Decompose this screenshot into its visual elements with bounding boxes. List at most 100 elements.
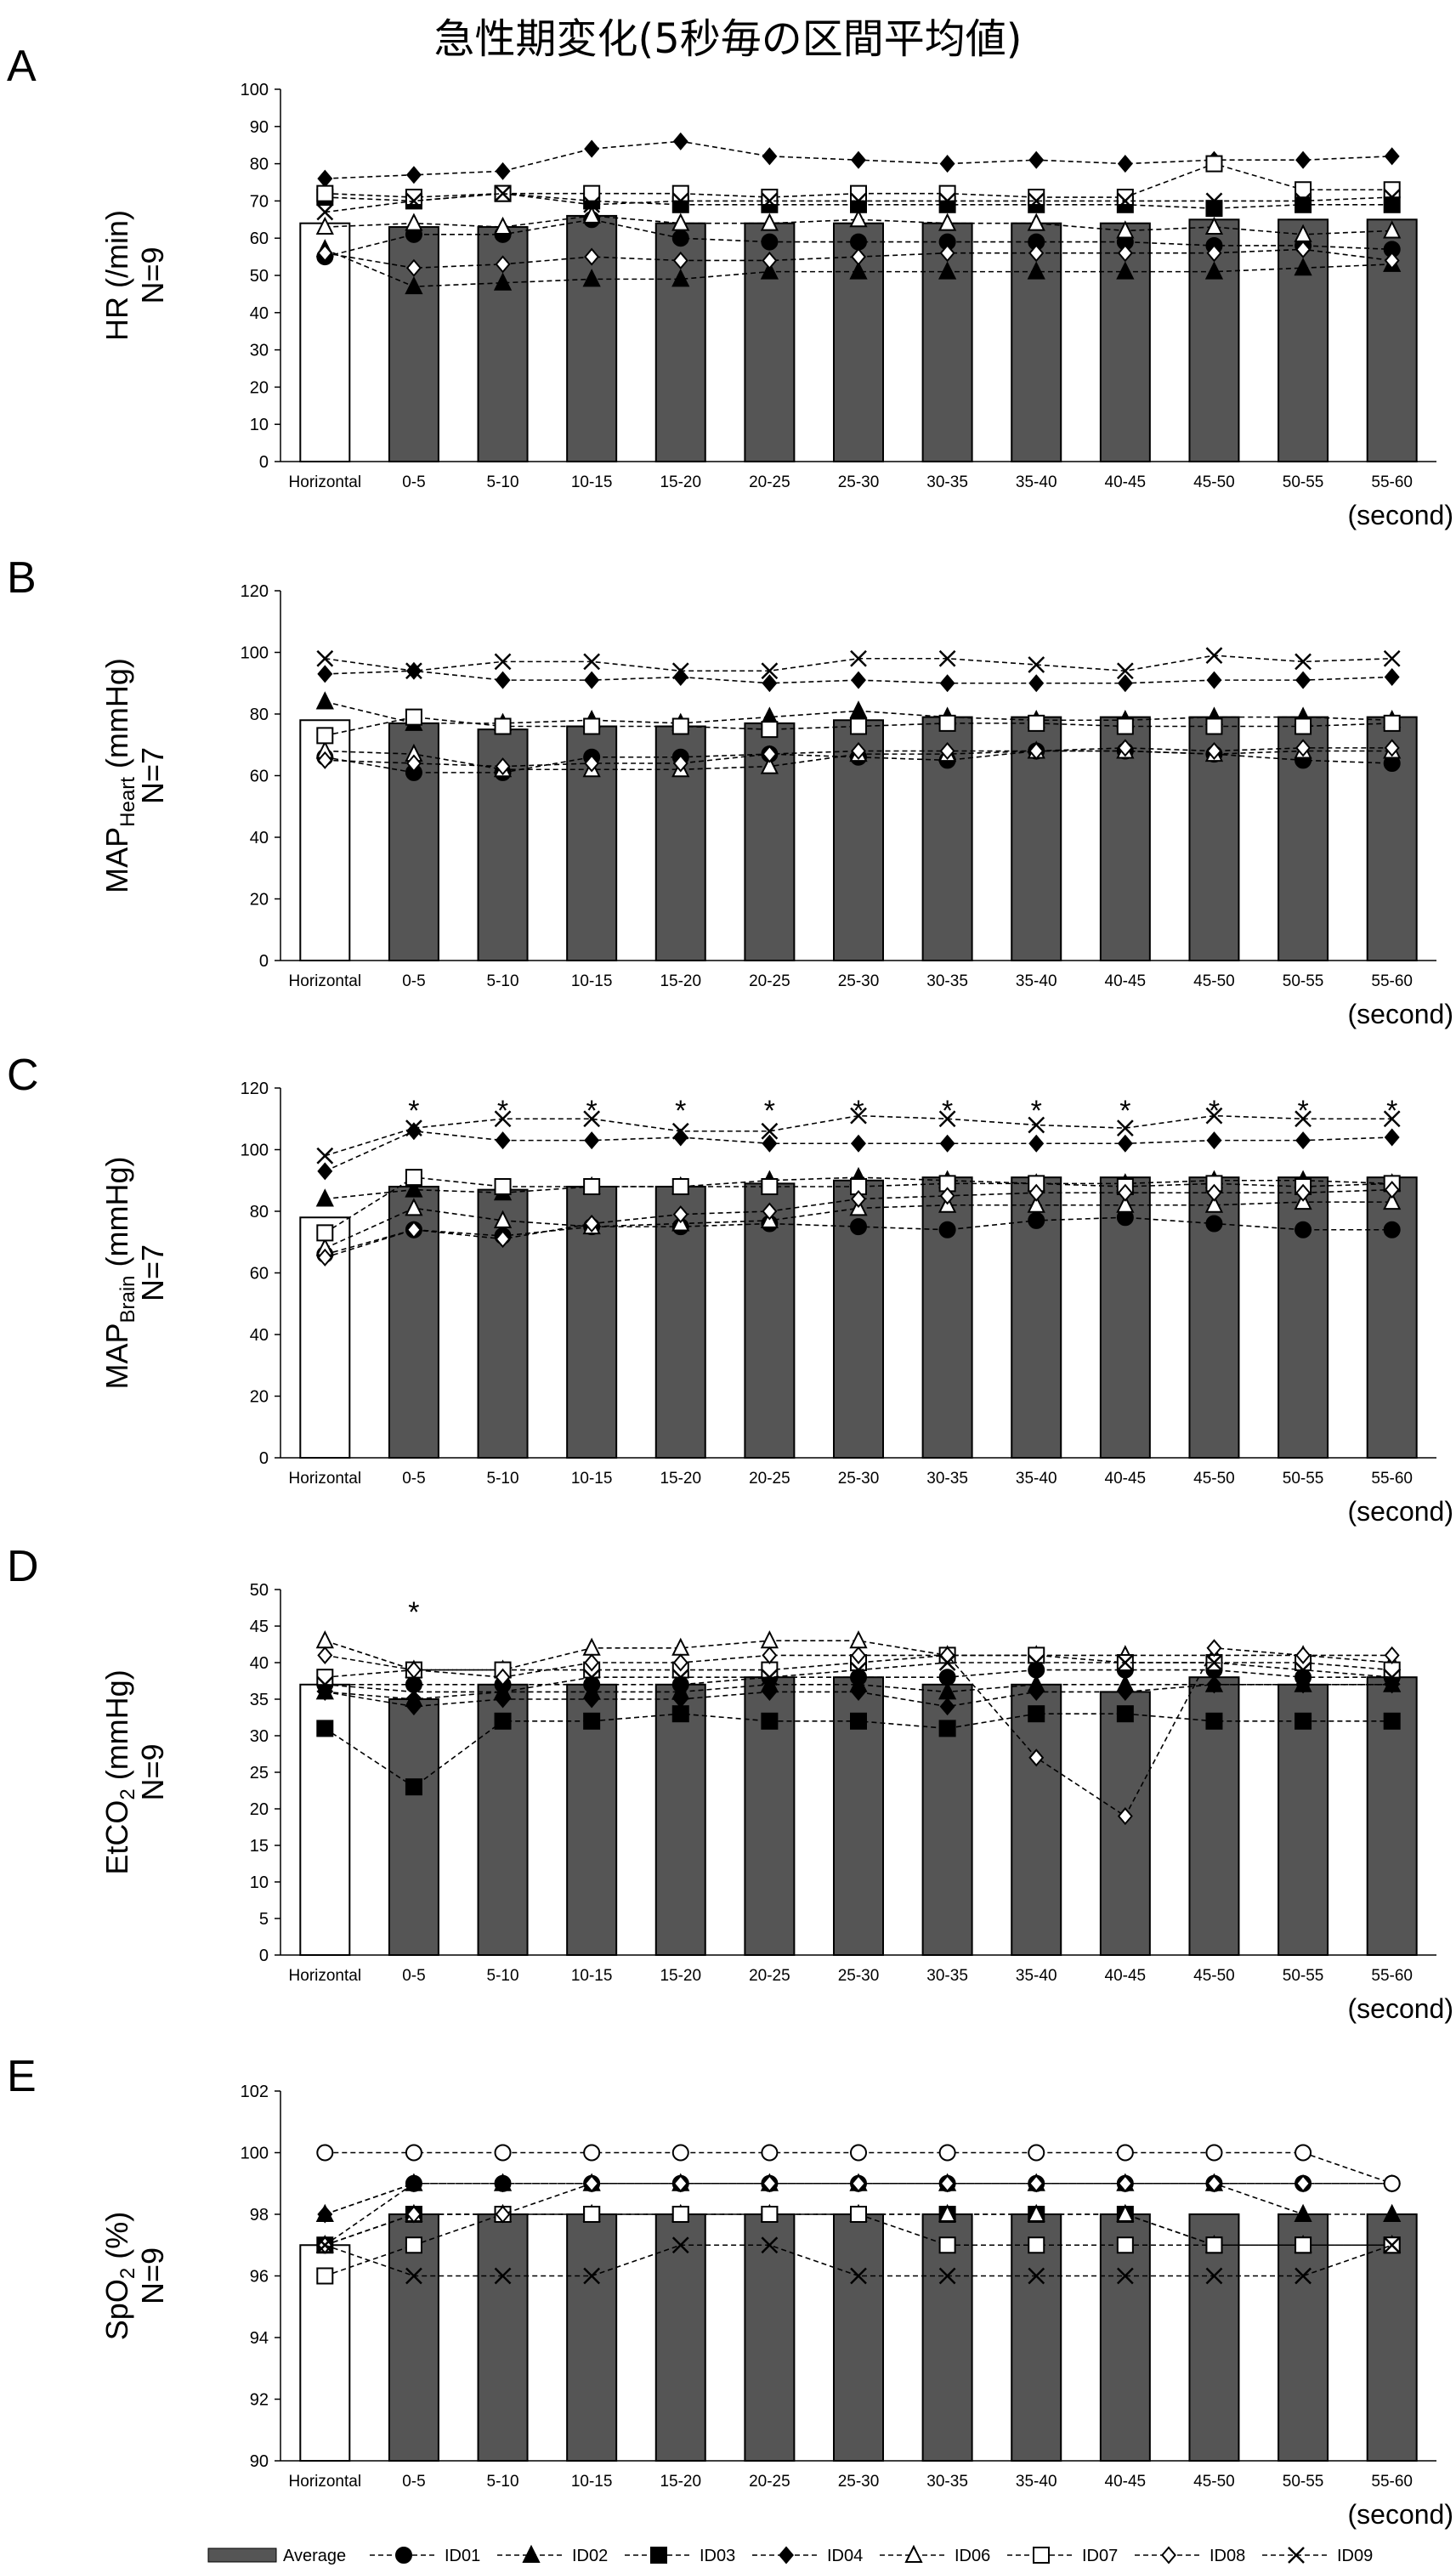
- point-ID09-Horizontal-b: [316, 649, 334, 667]
- point-ID08-35-40: [1028, 1748, 1045, 1767]
- point-ID09-40-45-b: [1116, 2267, 1134, 2285]
- point-ID09-45-50-b: [1205, 2267, 1223, 2285]
- panel-A: A 0 10 20 30 40 50 60 70 80 90 100 HR (/min) N=9 Horiz…: [7, 42, 1453, 530]
- x-tick-label: 25-30: [838, 1967, 880, 1985]
- point-ID07-50-55: [1295, 2236, 1312, 2254]
- legend-marker-ID01: [395, 2547, 412, 2564]
- point-ID06-0-5: [405, 1198, 423, 1216]
- y-axis-label: HR (/min): [99, 210, 134, 341]
- point-ID04-Horizontal: [317, 665, 333, 683]
- point-ID07-50-55: [1295, 181, 1312, 199]
- point-ID08-30-35: [939, 244, 955, 263]
- point-ID09-30-35-b: [938, 1110, 956, 1128]
- point-ID09-10-15-b: [583, 2267, 601, 2285]
- point-ID09-45-50-b: [1205, 1654, 1223, 1671]
- point-ID08-5-10: [495, 2205, 511, 2224]
- x-tick-label: 30-35: [926, 1470, 968, 1488]
- y-tick-label: 80: [250, 706, 269, 724]
- point-ID04-Horizontal: [317, 1162, 333, 1181]
- point-ID01 (open)-55-60: [1383, 2174, 1401, 2192]
- point-ID07-10-15: [583, 1178, 601, 1195]
- point-ID07-35-40: [1028, 714, 1045, 732]
- point-ID08-0-5: [405, 754, 422, 773]
- point-ID03-15-20: [671, 1705, 689, 1723]
- point-ID03-10-15: [583, 1712, 601, 1730]
- point-ID02-Horizontal: [315, 691, 334, 710]
- point-ID03-20-25: [761, 1712, 779, 1730]
- point-ID07-25-30: [850, 2206, 867, 2223]
- x-tick-label: 10-15: [571, 1470, 613, 1488]
- point-ID07-0-5: [405, 189, 422, 207]
- x-tick-label: 35-40: [1016, 1967, 1057, 1985]
- legend-label: ID07: [1082, 2547, 1118, 2565]
- point-ID08-45-50: [1206, 1639, 1222, 1658]
- y-tick-label: 92: [250, 2391, 269, 2410]
- point-ID09-35-40-b: [1028, 1116, 1045, 1134]
- point-ID09-5-10-b: [494, 184, 512, 202]
- point-ID03-55-60: [1383, 196, 1401, 213]
- point-ID06-35-40: [1027, 213, 1045, 231]
- x-tick-label: 45-50: [1193, 972, 1235, 990]
- point-ID09-20-25-b: [761, 2236, 779, 2254]
- y-tick-label: 102: [241, 2083, 269, 2101]
- x-tick-label: 5-10: [487, 1470, 519, 1488]
- n-label: N=9: [135, 247, 170, 303]
- bar-35-40: [1011, 1683, 1062, 1957]
- point-ID01 (open)-50-55: [1295, 2144, 1312, 2162]
- significance-mark: *: [1209, 1095, 1220, 1127]
- point-ID04-15-20: [672, 132, 688, 150]
- y-tick-label: 60: [250, 1265, 269, 1284]
- point-ID04-20-25: [762, 1134, 778, 1153]
- x-tick-label: 40-45: [1105, 972, 1147, 990]
- point-ID07-0-5: [405, 1169, 422, 1187]
- point-ID08-40-45: [1117, 244, 1133, 263]
- point-ID07-35-40: [1028, 1646, 1045, 1664]
- point-ID02-15-20: [671, 269, 690, 287]
- y-tick-label: 120: [241, 582, 269, 601]
- x-tick-label: 5-10: [487, 1967, 519, 1985]
- point-ID07-20-25: [761, 189, 779, 207]
- point-ID08-0-5: [405, 1221, 422, 1239]
- x-tick-label: 20-25: [749, 1967, 790, 1985]
- y-tick-label: 20: [250, 1800, 269, 1819]
- point-ID09-0-5-b: [405, 192, 422, 210]
- point-ID09-55-60-b: [1383, 1669, 1401, 1686]
- point-ID07-Horizontal: [316, 2267, 334, 2285]
- point-ID04-5-10: [495, 1131, 511, 1150]
- x-tick-label: 35-40: [1016, 2473, 1057, 2491]
- point-ID08-0-5: [405, 1661, 422, 1680]
- point-ID09-0-5-b: [405, 662, 422, 680]
- point-ID08-15-20: [672, 251, 688, 270]
- point-ID01 (open)-15-20: [671, 2144, 689, 2162]
- point-ID04-50-55: [1295, 150, 1312, 169]
- point-ID08-5-10: [495, 757, 511, 776]
- point-ID06-55-60: [1383, 1191, 1402, 1210]
- significance-mark: *: [942, 1095, 953, 1127]
- y-tick-label: 60: [250, 768, 269, 786]
- y-tick-label: 15: [250, 1837, 269, 1856]
- point-ID07-45-50: [1205, 155, 1223, 173]
- x-tick-label: 45-50: [1193, 2473, 1235, 2491]
- point-ID04-25-30: [851, 1134, 866, 1153]
- point-ID01 (open)-Horizontal: [316, 2144, 334, 2162]
- x-tick-label: 10-15: [571, 1967, 613, 1985]
- point-ID01 (open)-20-25: [761, 2144, 779, 2162]
- x-tick-label: 10-15: [571, 473, 613, 491]
- point-ID09-50-55-b: [1295, 653, 1312, 671]
- legend-marker-ID02: [522, 2544, 541, 2563]
- y-tick-label: 20: [250, 378, 269, 397]
- point-ID06-30-35: [938, 2203, 957, 2222]
- bar-35-40: [1011, 2213, 1062, 2462]
- y-tick-label: 60: [250, 230, 269, 248]
- point-ID02-50-55: [1294, 2203, 1312, 2222]
- point-ID03-45-50: [1205, 1712, 1223, 1730]
- point-ID08-5-10: [495, 255, 511, 274]
- point-ID08-5-10: [495, 1668, 511, 1686]
- point-ID09-45-50-b: [1205, 1107, 1223, 1125]
- bar-15-20: [654, 1683, 706, 1957]
- point-ID09-15-20-b: [671, 1122, 689, 1140]
- point-ID02-30-35: [938, 261, 957, 280]
- point-ID07-40-45: [1116, 2236, 1134, 2254]
- point-ID08-25-30: [851, 741, 866, 761]
- legend-swatch-average: [207, 2547, 277, 2563]
